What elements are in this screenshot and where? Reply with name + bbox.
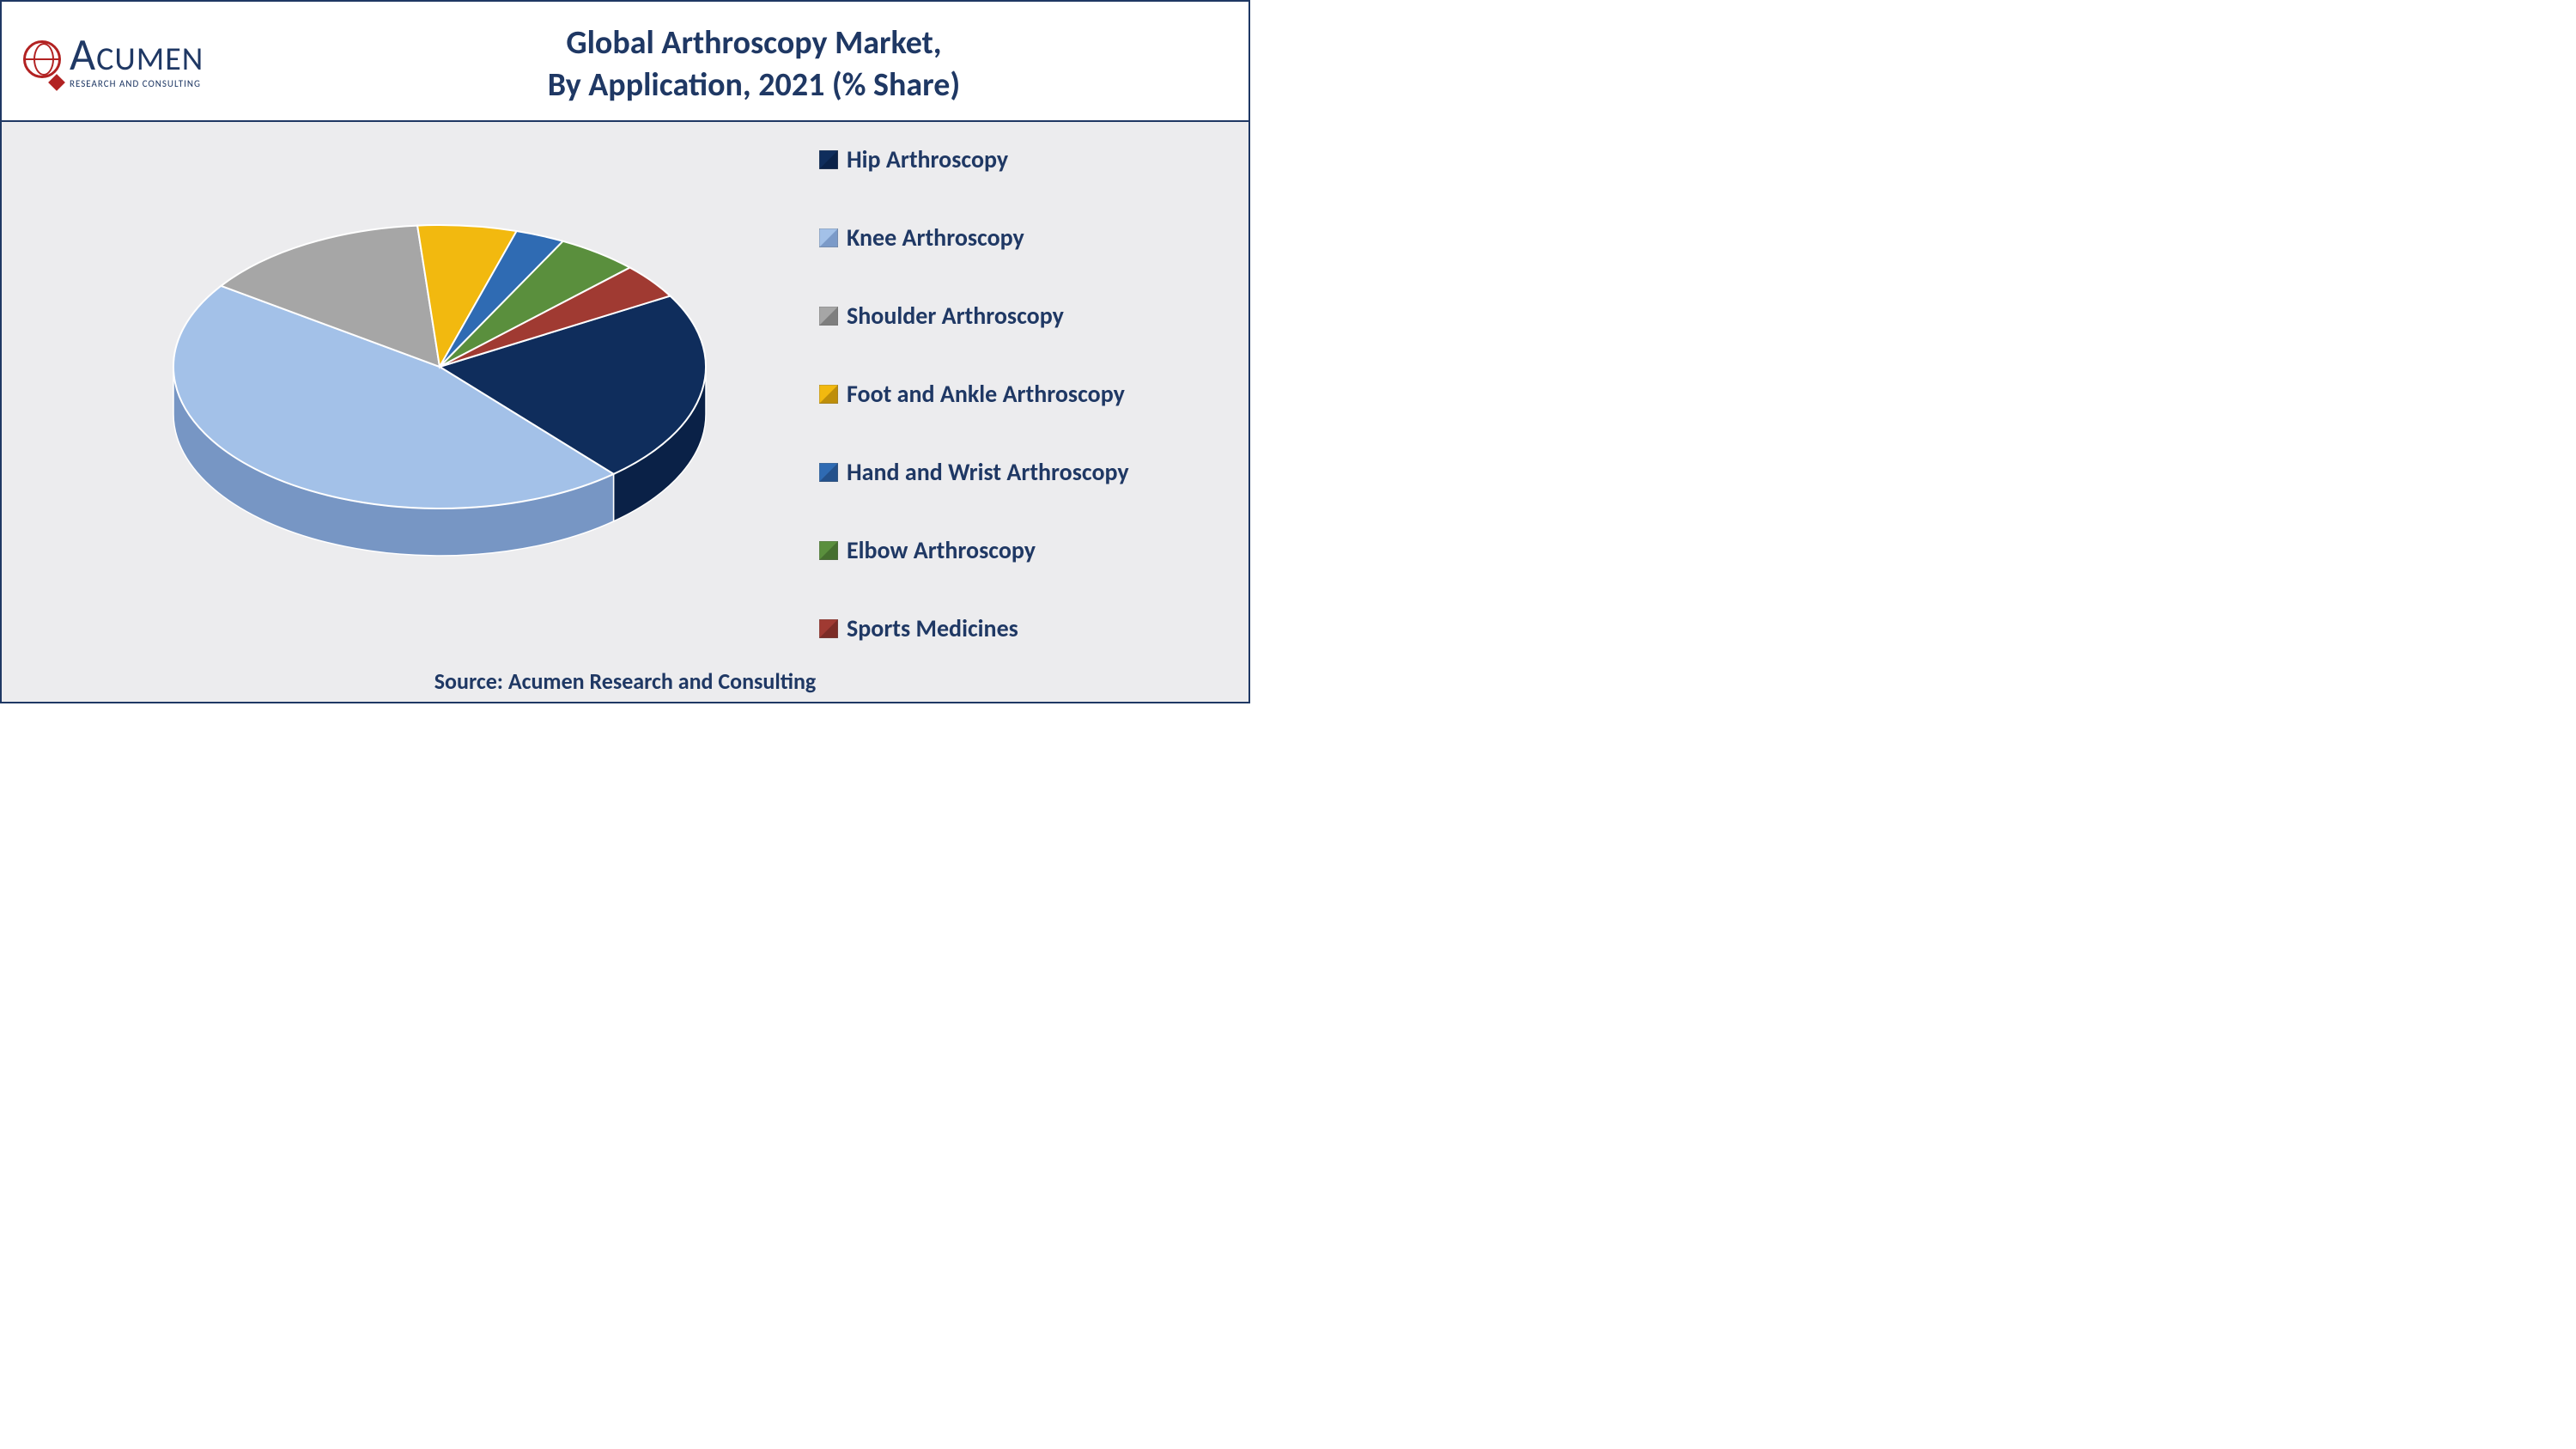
legend-label: Elbow Arthroscopy [847, 535, 1036, 565]
legend-marker-icon [819, 619, 838, 638]
legend-marker-icon [819, 541, 838, 560]
pie-chart [148, 165, 732, 551]
title-line-2: By Application, 2021 (% Share) [294, 64, 1214, 107]
legend-item: Hand and Wrist Arthroscopy [819, 457, 1223, 487]
legend-label: Hip Arthroscopy [847, 144, 1008, 174]
header: ACUMEN RESEARCH AND CONSULTING Global Ar… [2, 2, 1249, 122]
legend-label: Shoulder Arthroscopy [847, 301, 1064, 331]
legend-label: Knee Arthroscopy [847, 222, 1024, 253]
legend-marker-icon [819, 150, 838, 169]
title-line-1: Global Arthroscopy Market, [294, 22, 1214, 64]
legend-label: Hand and Wrist Arthroscopy [847, 457, 1129, 487]
legend-label: Foot and Ankle Arthroscopy [847, 379, 1125, 409]
legend-item: Sports Medicines [819, 613, 1223, 643]
legend-item: Foot and Ankle Arthroscopy [819, 379, 1223, 409]
logo-main-text: ACUMEN [70, 32, 204, 76]
logo-text: ACUMEN RESEARCH AND CONSULTING [70, 32, 204, 89]
legend-item: Knee Arthroscopy [819, 222, 1223, 253]
infographic-container: ACUMEN RESEARCH AND CONSULTING Global Ar… [0, 0, 1250, 703]
legend-label: Sports Medicines [847, 613, 1018, 643]
legend-marker-icon [819, 463, 838, 482]
legend-item: Hip Arthroscopy [819, 144, 1223, 174]
logo-sub-text: RESEARCH AND CONSULTING [70, 78, 204, 89]
globe-icon [23, 40, 64, 82]
legend: Hip Arthroscopy Knee Arthroscopy Shoulder … [819, 144, 1223, 691]
legend-marker-icon [819, 228, 838, 247]
chart-title: Global Arthroscopy Market, By Applicatio… [294, 22, 1214, 107]
legend-marker-icon [819, 385, 838, 404]
legend-item: Shoulder Arthroscopy [819, 301, 1223, 331]
legend-marker-icon [819, 307, 838, 326]
logo: ACUMEN RESEARCH AND CONSULTING [23, 32, 204, 89]
legend-item: Elbow Arthroscopy [819, 535, 1223, 565]
source-text: Source: Acumen Research and Consulting [2, 667, 1249, 695]
